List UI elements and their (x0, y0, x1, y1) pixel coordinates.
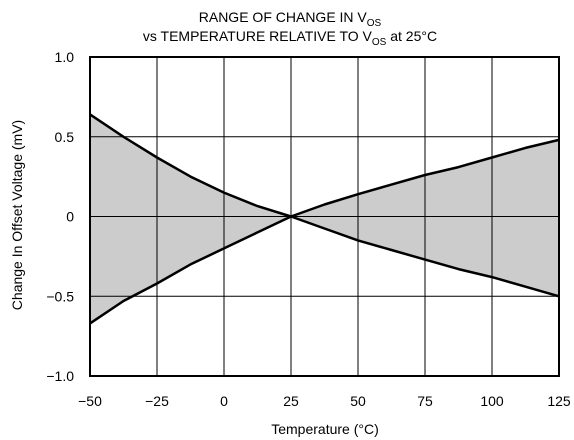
y-tick-label: 1.0 (55, 49, 75, 65)
y-tick-label: −1.0 (46, 368, 74, 384)
x-tick-label: 25 (283, 393, 299, 409)
y-tick-labels: −1.0 −0.5 0 0.5 1.0 (46, 49, 74, 384)
x-tick-labels: −50 −25 0 25 50 75 100 125 (78, 393, 571, 409)
x-tick-label: −50 (78, 393, 102, 409)
y-tick-label: −0.5 (46, 288, 74, 304)
series-line-1 (89, 113, 560, 298)
grid (90, 57, 559, 376)
shaded-range-area (90, 114, 559, 324)
x-tick-label: 125 (547, 393, 571, 409)
chart-title-line-1: RANGE OF CHANGE IN VOS (199, 9, 382, 29)
series-lines (89, 113, 560, 325)
y-tick-label: 0 (66, 209, 74, 225)
range-fill (90, 114, 559, 324)
plot-frame (89, 56, 560, 377)
x-tick-label: 100 (480, 393, 504, 409)
chart-title-line-2: vs TEMPERATURE RELATIVE TO VOS at 25°C (143, 28, 437, 48)
y-axis-label: Change In Offset Voltage (mV) (9, 120, 25, 310)
x-tick-label: 50 (350, 393, 366, 409)
x-tick-label: 75 (417, 393, 433, 409)
series-line-2 (89, 138, 560, 325)
x-axis-label: Temperature (°C) (271, 421, 379, 437)
x-tick-label: 0 (220, 393, 228, 409)
y-tick-label: 0.5 (55, 129, 75, 145)
x-tick-label: −25 (145, 393, 169, 409)
